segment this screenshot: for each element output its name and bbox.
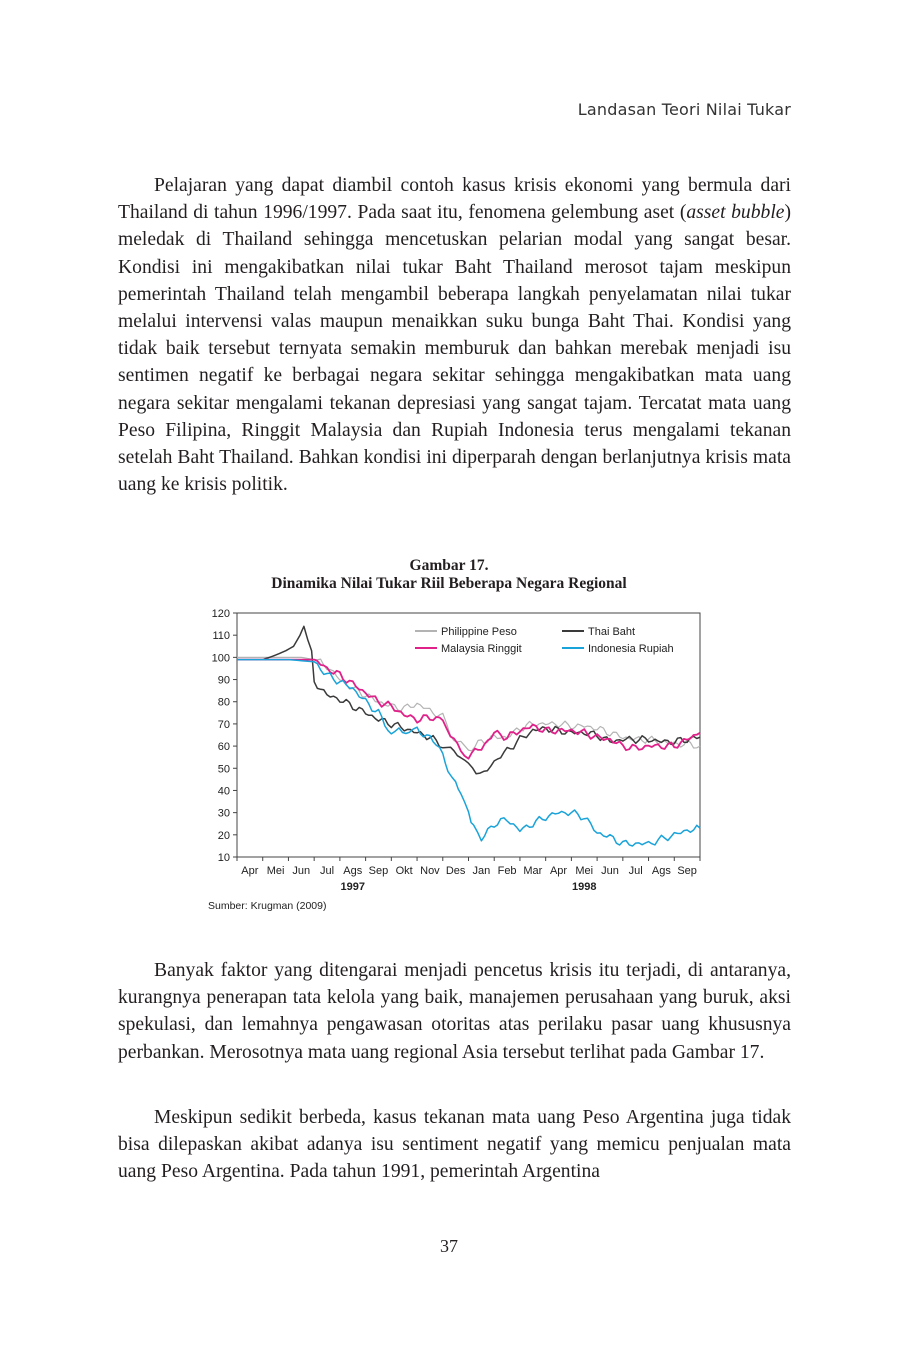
y-tick-label: 80 [218, 697, 230, 709]
legend-label: Philippine Peso [441, 626, 517, 638]
x-tick-label: Jun [601, 865, 619, 877]
x-tick-label: Apr [550, 865, 567, 877]
paragraph-1-italic-term: asset bubble [686, 202, 785, 224]
y-tick-label: 110 [212, 630, 230, 642]
paragraph-1: Pelajaran yang dapat diambil contoh kasu… [118, 172, 791, 498]
legend-label: Indonesia Rupiah [588, 643, 674, 655]
paragraph-1-text-b: ) meledak di Thailand sehingga mencetusk… [118, 202, 791, 496]
y-tick-label: 100 [212, 652, 230, 664]
paragraph-3: Meskipun sedikit berbeda, kasus tekanan … [118, 1107, 791, 1183]
y-tick-label: 60 [218, 741, 230, 753]
y-tick-label: 20 [218, 830, 230, 842]
x-tick-label: Ags [652, 865, 671, 877]
x-tick-label: Apr [241, 865, 258, 877]
series-line-malaysia-ringgit [237, 658, 701, 760]
y-tick-label: 30 [218, 808, 230, 820]
x-tick-label: Mei [267, 865, 285, 877]
figure-source: Sumber: Krugman (2009) [208, 900, 327, 912]
year-label: 1997 [341, 881, 365, 893]
y-tick-label: 10 [218, 852, 230, 864]
x-tick-label: Okt [396, 865, 413, 877]
x-tick-label: Mei [575, 865, 593, 877]
x-tick-label: Sep [677, 865, 697, 877]
x-tick-label: Des [446, 865, 466, 877]
x-tick-label: Nov [420, 865, 440, 877]
legend-label: Thai Baht [588, 626, 635, 638]
x-tick-label: Sep [369, 865, 389, 877]
x-tick-label: Jul [320, 865, 334, 877]
y-tick-label: 70 [218, 719, 230, 731]
year-label: 1998 [572, 881, 596, 893]
page-number: 37 [440, 1236, 458, 1256]
series-line-thai-baht [237, 625, 701, 775]
x-tick-label: Jul [629, 865, 643, 877]
y-tick-label: 40 [218, 785, 230, 797]
y-tick-label: 50 [218, 763, 230, 775]
figure-caption: Dinamika Nilai Tukar Riil Beberapa Negar… [271, 575, 627, 592]
y-tick-label: 120 [212, 608, 230, 620]
figure-number: Gambar 17. [409, 557, 489, 574]
x-tick-label: Ags [343, 865, 362, 877]
y-tick-label: 90 [218, 675, 230, 687]
paragraph-2: Banyak faktor yang ditengarai menjadi pe… [118, 960, 791, 1063]
series-line-indonesia-rupiah [237, 658, 701, 847]
paragraph-1-text-a: Pelajaran yang dapat diambil contoh kasu… [118, 175, 791, 224]
x-tick-label: Feb [498, 865, 517, 877]
legend-label: Malaysia Ringgit [441, 643, 522, 655]
x-tick-label: Jun [292, 865, 310, 877]
x-tick-label: Mar [523, 865, 542, 877]
exchange-rate-chart: 10 20 30 40 50 60 70 80 90 100 110 120 Apr Mei Jun Jul A… [212, 608, 701, 893]
x-tick-label: Jan [472, 865, 490, 877]
running-header: Landasan Teori Nilai Tukar [577, 100, 791, 119]
